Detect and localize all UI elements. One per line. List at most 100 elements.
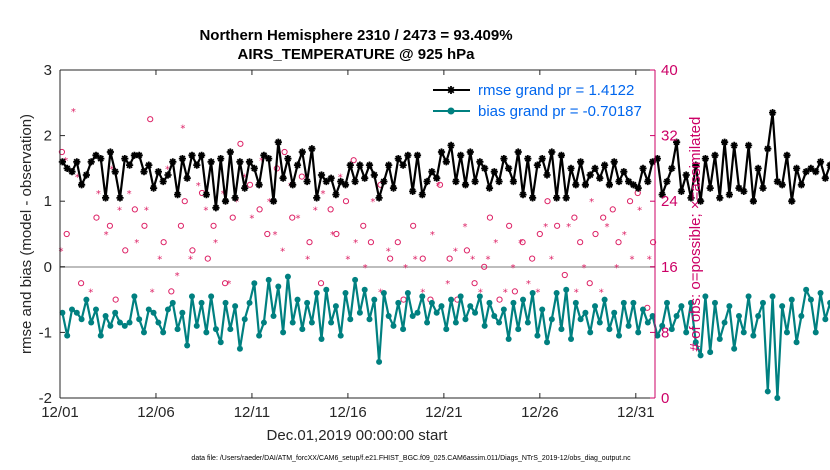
bias-point xyxy=(236,345,243,352)
bias-point xyxy=(558,326,565,333)
rmse-point xyxy=(121,155,129,163)
obs-possible-point xyxy=(204,255,211,262)
rmse-point xyxy=(625,177,633,186)
y-right-tick-label: 8 xyxy=(661,324,669,341)
rmse-point xyxy=(605,181,613,189)
bias-point xyxy=(779,303,786,310)
rmse-point xyxy=(437,148,446,156)
obs-possible-point xyxy=(333,230,340,238)
bias-point xyxy=(299,326,306,333)
obs-assimilated-point: * xyxy=(647,255,652,266)
obs-assimilated-point: * xyxy=(75,173,80,184)
rmse-point xyxy=(231,194,239,202)
obs-assimilated-point: * xyxy=(453,246,458,257)
bias-point xyxy=(481,322,488,329)
rmse-point xyxy=(289,181,297,189)
bias-point xyxy=(193,322,200,329)
obs-assimilated-point: * xyxy=(566,222,571,233)
bias-point xyxy=(328,319,335,326)
bias-point xyxy=(318,335,325,342)
obs-assimilated-point: * xyxy=(420,287,425,298)
rmse-point xyxy=(385,161,393,169)
bias-point xyxy=(654,332,661,339)
bias-point xyxy=(433,309,440,316)
obs-assimilated-point: * xyxy=(242,173,247,184)
obs-possible-point xyxy=(486,214,494,221)
rmse-point xyxy=(610,158,618,166)
obs-assimilated-point: * xyxy=(535,287,540,298)
rmse-point xyxy=(140,168,148,176)
obs-possible-point xyxy=(577,239,584,246)
rmse-point xyxy=(519,191,527,199)
obs-possible-point xyxy=(237,140,244,147)
bias-point xyxy=(697,352,704,359)
bias-point xyxy=(443,326,450,333)
obs-possible-point xyxy=(168,288,175,295)
obs-assimilated-point: * xyxy=(109,164,114,175)
bias-point xyxy=(145,306,152,313)
y-tick-label: 2 xyxy=(44,128,52,145)
bias-point xyxy=(644,319,651,326)
rmse-point xyxy=(687,194,695,202)
rmse-point xyxy=(788,197,796,205)
obs-possible-point xyxy=(160,239,167,246)
bias-point xyxy=(294,296,301,303)
rmse-point xyxy=(250,164,258,172)
x-tick-label: 12/06 xyxy=(137,404,175,421)
legend-bias-label: bias grand pr = -0.70187 xyxy=(478,103,642,120)
bias-point xyxy=(126,319,133,326)
obs-assimilated-point: * xyxy=(259,156,264,167)
rmse-point xyxy=(740,187,748,195)
rmse-point xyxy=(538,155,546,163)
obs-possible-point xyxy=(600,214,607,221)
obs-possible-point xyxy=(106,222,114,229)
bias-point xyxy=(414,309,421,316)
bias-point xyxy=(707,349,714,356)
rmse-point xyxy=(260,151,268,159)
bias-point xyxy=(169,299,176,306)
bias-point xyxy=(548,316,555,323)
rmse-point xyxy=(442,158,450,166)
rmse-point xyxy=(102,194,110,202)
rmse-point xyxy=(332,191,340,199)
bias-point xyxy=(280,329,287,336)
bias-point xyxy=(496,319,503,326)
obs-assimilated-point: * xyxy=(305,255,310,266)
bias-point xyxy=(131,293,138,300)
obs-assimilated-point: * xyxy=(157,255,162,266)
bias-point xyxy=(380,290,387,297)
rmse-point xyxy=(826,161,830,169)
rmse-point xyxy=(279,174,287,182)
rmse-point xyxy=(308,145,316,153)
bias-point xyxy=(563,286,570,293)
obs-assimilated-point: * xyxy=(353,238,358,249)
rmse-point xyxy=(692,161,700,169)
obs-assimilated-point: * xyxy=(188,255,193,266)
bias-point xyxy=(783,329,790,336)
rmse-point xyxy=(198,151,206,159)
rmse-point xyxy=(284,155,292,163)
obs-possible-point xyxy=(210,222,217,229)
y-ticks-left: -2 -1 0 1 2 3 xyxy=(39,62,65,407)
obs-assimilated-point: * xyxy=(486,255,491,266)
rmse-point xyxy=(481,164,489,172)
bias-point xyxy=(121,322,128,329)
rmse-point xyxy=(322,177,330,186)
obs-assimilated-point: * xyxy=(117,205,122,216)
obs-assimilated-point: * xyxy=(280,246,285,257)
obs-possible-point xyxy=(511,288,518,295)
obs-possible-point xyxy=(112,296,119,303)
obs-possible-point xyxy=(481,263,488,270)
obs-assimilated-point: * xyxy=(445,279,450,290)
obs-assimilated-point: * xyxy=(175,271,180,282)
rmse-point xyxy=(404,151,412,159)
obs-possible-point xyxy=(561,271,568,279)
rmse-point xyxy=(490,168,498,176)
obs-possible-point xyxy=(506,222,513,229)
y-right-tick-label: 0 xyxy=(661,390,669,407)
rmse-point xyxy=(567,164,575,172)
rmse-point xyxy=(639,164,647,172)
rmse-point xyxy=(749,197,757,205)
bias-point xyxy=(812,329,819,336)
rmse-point xyxy=(92,151,100,159)
